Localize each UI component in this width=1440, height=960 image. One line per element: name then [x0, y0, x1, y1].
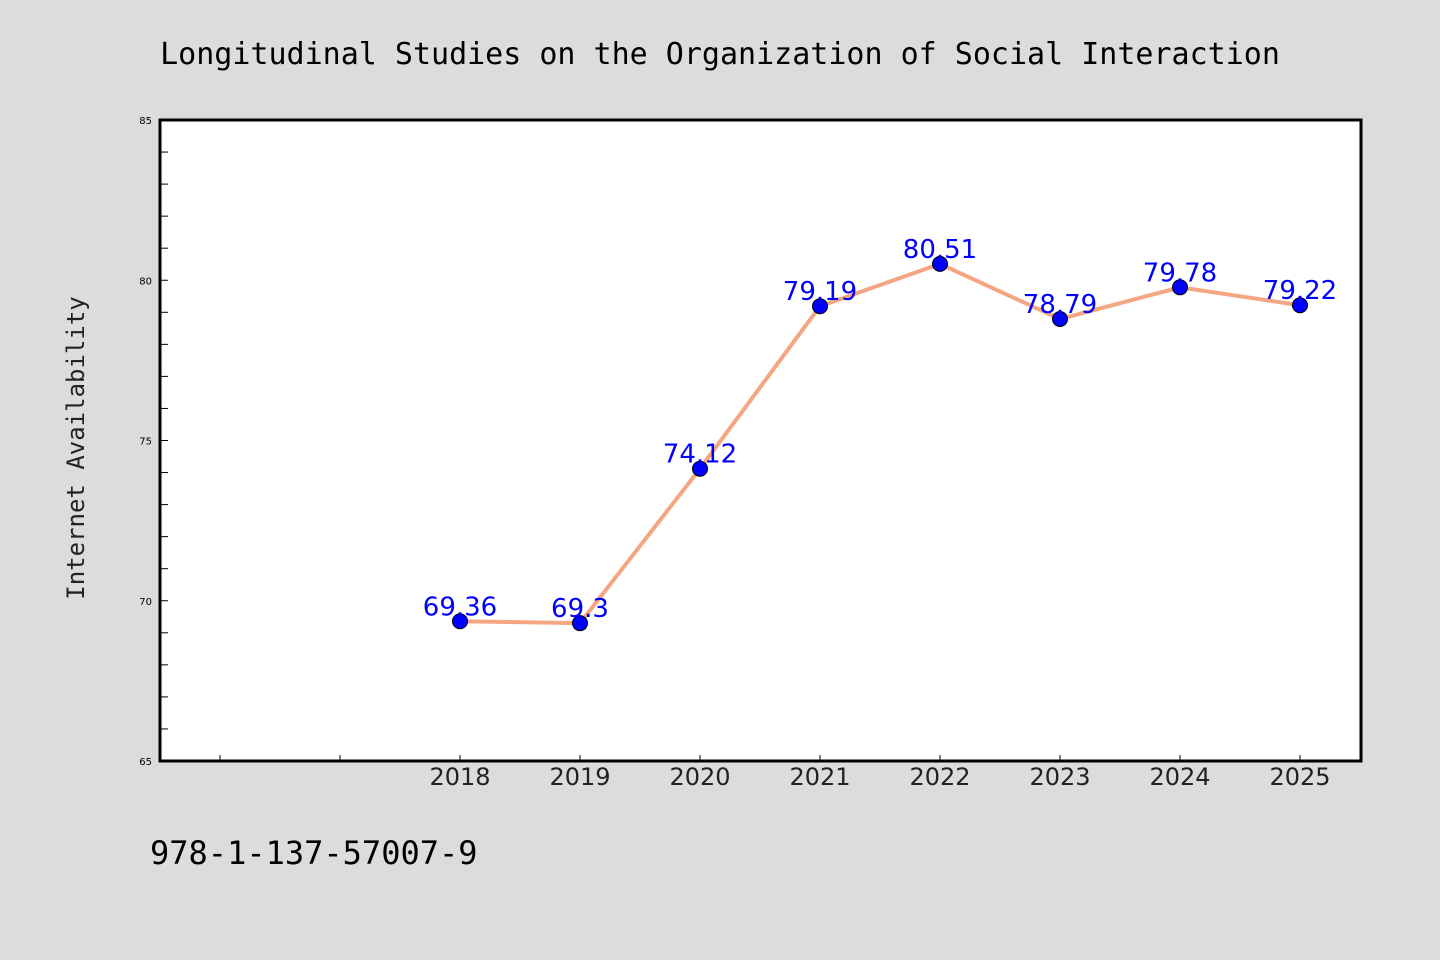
data-label-2019: 69.3: [551, 594, 609, 624]
data-point-2020: [692, 460, 708, 477]
y-tick-label-80: 80: [139, 276, 152, 287]
data-point-2018: [452, 613, 468, 630]
data-label-2018: 69.36: [423, 592, 497, 622]
y-axis-label: Internet Availability: [62, 296, 90, 599]
data-label-2025: 79.22: [1263, 276, 1337, 306]
data-point-2023: [1052, 311, 1068, 328]
data-label-2023: 78.79: [1023, 290, 1097, 320]
x-tick-label-2022: 2022: [909, 763, 970, 791]
x-tick-label-2025: 2025: [1269, 763, 1330, 791]
plot-area: [160, 120, 1361, 761]
plot-frame: [158, 118, 1363, 763]
data-label-2021: 79.19: [783, 277, 857, 307]
x-tick-label-2018: 2018: [429, 763, 490, 791]
data-point-2024: [1172, 279, 1188, 296]
isbn-text: 978-1-137-57007-9: [150, 834, 478, 872]
x-tick-label-2024: 2024: [1149, 763, 1210, 791]
data-label-2024: 79.78: [1143, 258, 1217, 288]
series: [452, 255, 1308, 632]
x-tick-label-2020: 2020: [669, 763, 730, 791]
x-tick-label-2019: 2019: [549, 763, 610, 791]
x-axis: 2018 2019 2020 2021 2022 2023 2024 2025: [429, 755, 1331, 791]
y-tick-label-85: 85: [139, 116, 152, 127]
y-tick-label-70: 70: [139, 597, 152, 608]
y-tick-label-65: 65: [139, 757, 152, 768]
data-label-2022: 80.51: [903, 235, 977, 265]
chart-title: Longitudinal Studies on the Organization…: [160, 37, 1280, 72]
data-point-2021: [812, 298, 828, 315]
data-labels: 69.36 69.3 74.12 79.19 80.51 78.79 79.78 79.22: [423, 235, 1337, 624]
data-point-2019: [572, 615, 588, 632]
data-label-2020: 74.12: [663, 440, 737, 470]
y-tick-label-75: 75: [139, 437, 152, 448]
series-line: [459, 261, 1301, 626]
data-point-2025: [1292, 297, 1308, 314]
x-tick-label-2021: 2021: [789, 763, 850, 791]
data-point-2022: [932, 255, 948, 272]
x-tick-label-2023: 2023: [1029, 763, 1090, 791]
